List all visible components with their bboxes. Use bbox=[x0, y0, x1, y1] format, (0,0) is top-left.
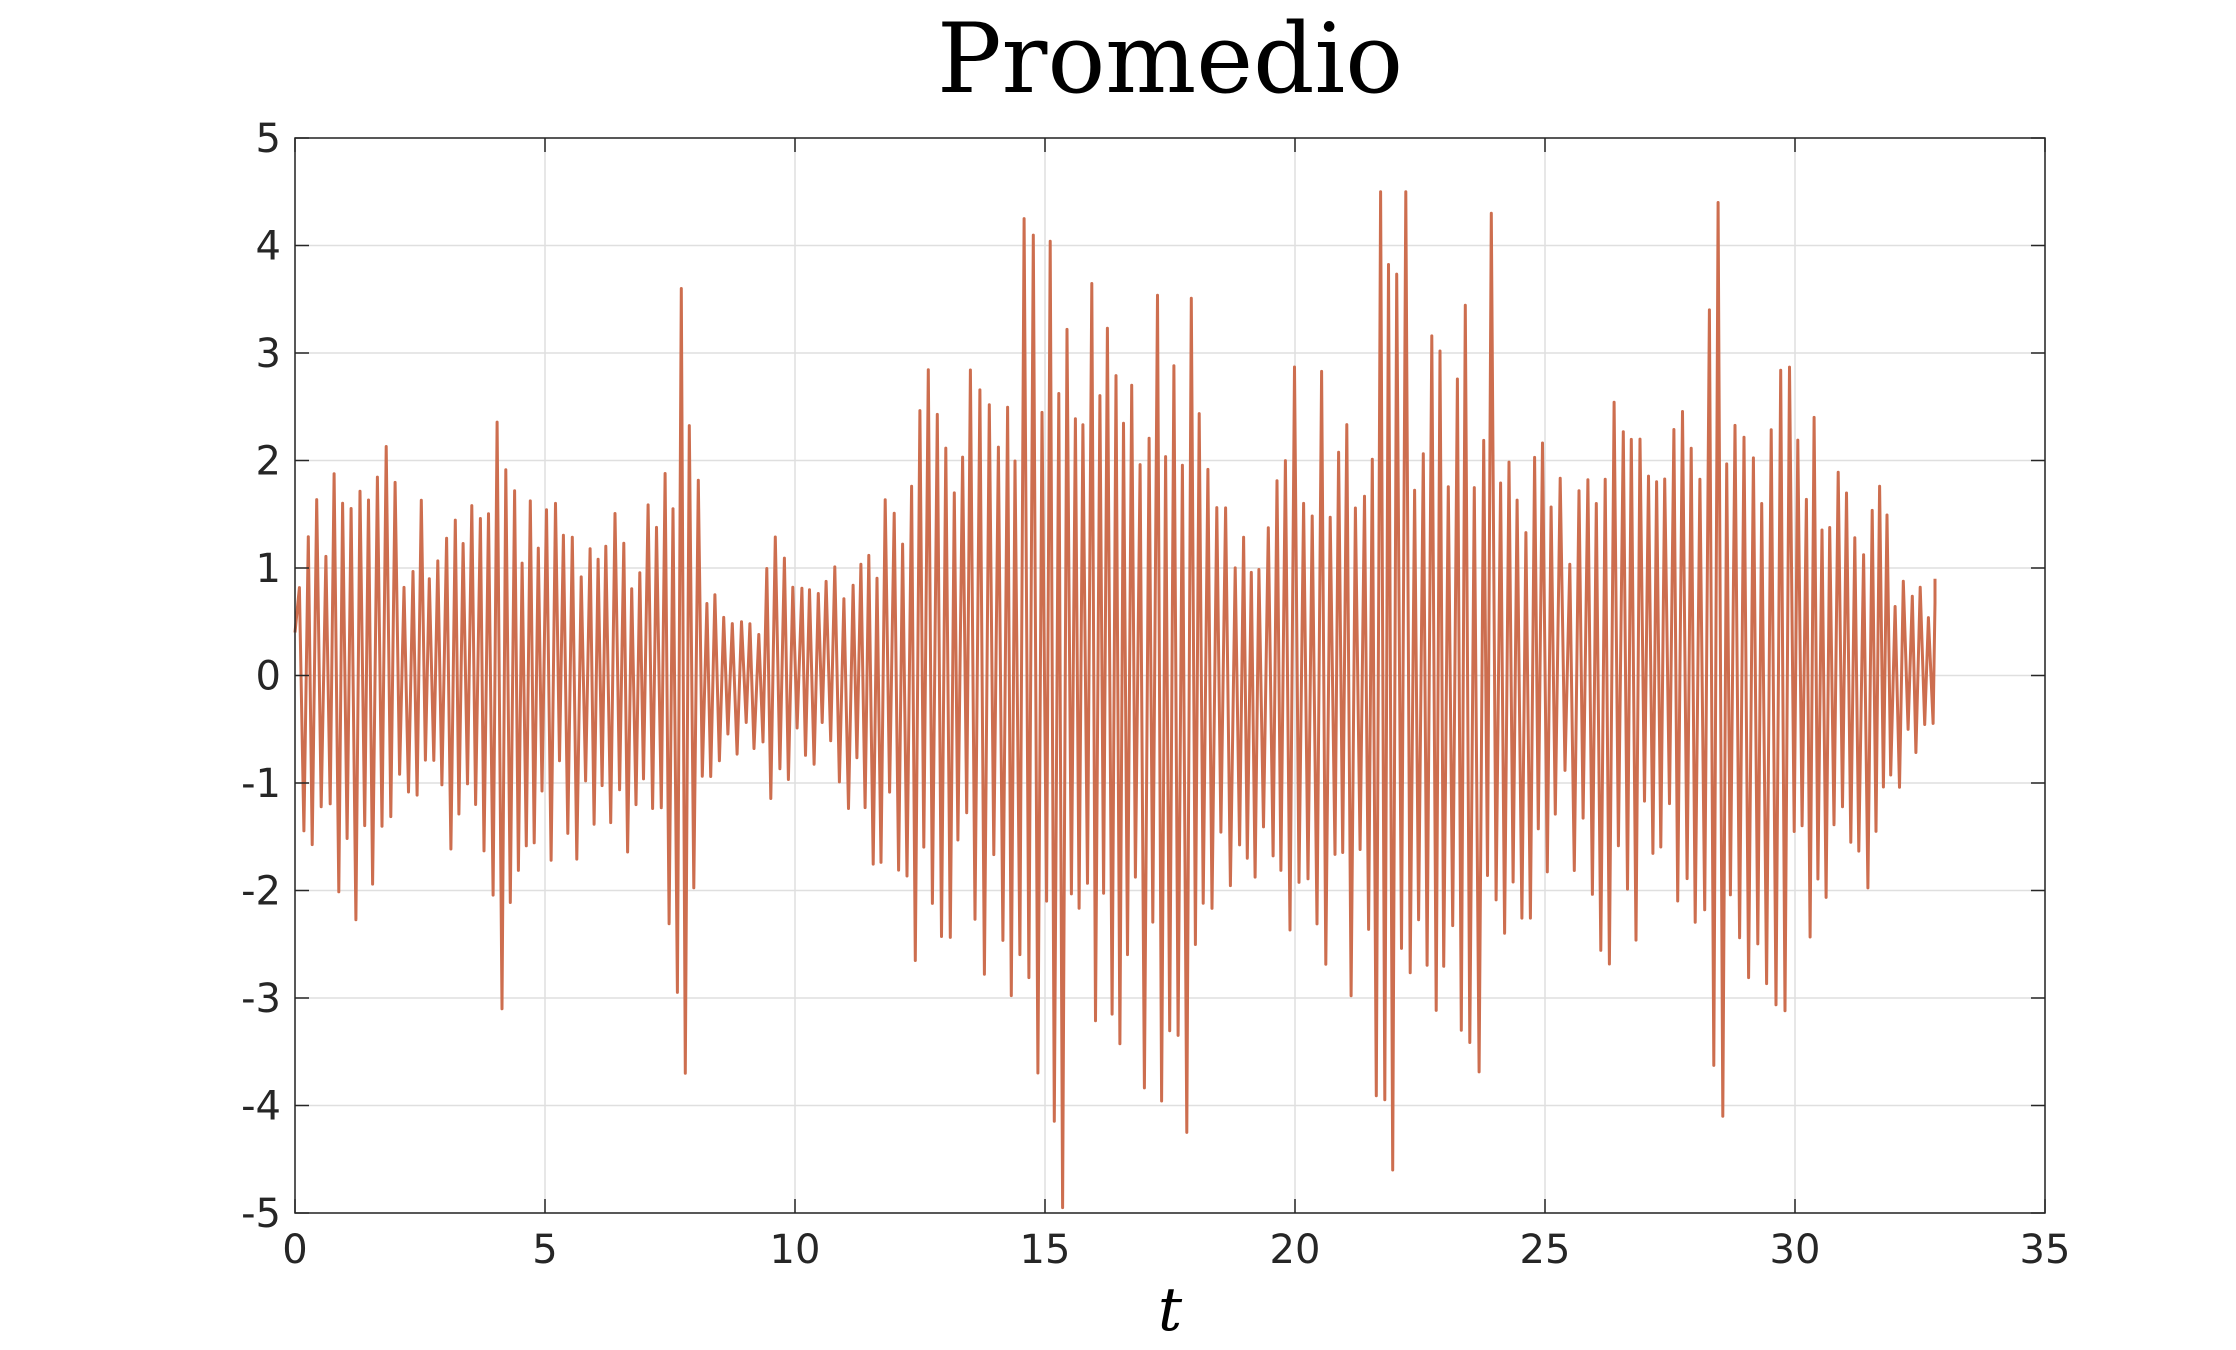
x-tick-label: 10 bbox=[770, 1227, 821, 1273]
y-tick-label: 1 bbox=[256, 546, 281, 592]
y-tick-label: -3 bbox=[241, 976, 281, 1022]
x-tick-label: 20 bbox=[1270, 1227, 1321, 1273]
y-tick-labels: -5 -4 -3 -2 -1 0 1 2 3 4 5 bbox=[241, 116, 281, 1237]
x-tick-labels: 0 5 10 15 20 25 30 35 bbox=[282, 1227, 2070, 1273]
axis-ticks bbox=[294, 137, 2046, 1214]
y-tick-label: -4 bbox=[241, 1084, 281, 1130]
y-tick-label: -2 bbox=[241, 869, 281, 915]
x-tick-label: 30 bbox=[1770, 1227, 1821, 1273]
y-tick-label: 0 bbox=[256, 654, 281, 700]
y-tick-label: 5 bbox=[256, 116, 281, 162]
x-tick-label: 35 bbox=[2020, 1227, 2071, 1273]
y-tick-label: -5 bbox=[241, 1191, 281, 1237]
y-tick-label: -1 bbox=[241, 761, 281, 807]
chart-title: Promedio bbox=[937, 3, 1403, 115]
y-tick-label: 3 bbox=[256, 331, 281, 377]
x-tick-label: 5 bbox=[532, 1227, 557, 1273]
series-line bbox=[293, 190, 1937, 1210]
y-tick-label: 2 bbox=[256, 439, 281, 485]
y-tick-label: 4 bbox=[256, 224, 281, 270]
x-axis-label: t bbox=[1158, 1275, 1183, 1345]
x-tick-label: 25 bbox=[1520, 1227, 1571, 1273]
x-tick-label: 15 bbox=[1020, 1227, 1071, 1273]
series-line-group bbox=[293, 190, 1937, 1210]
x-tick-label: 0 bbox=[282, 1227, 307, 1273]
